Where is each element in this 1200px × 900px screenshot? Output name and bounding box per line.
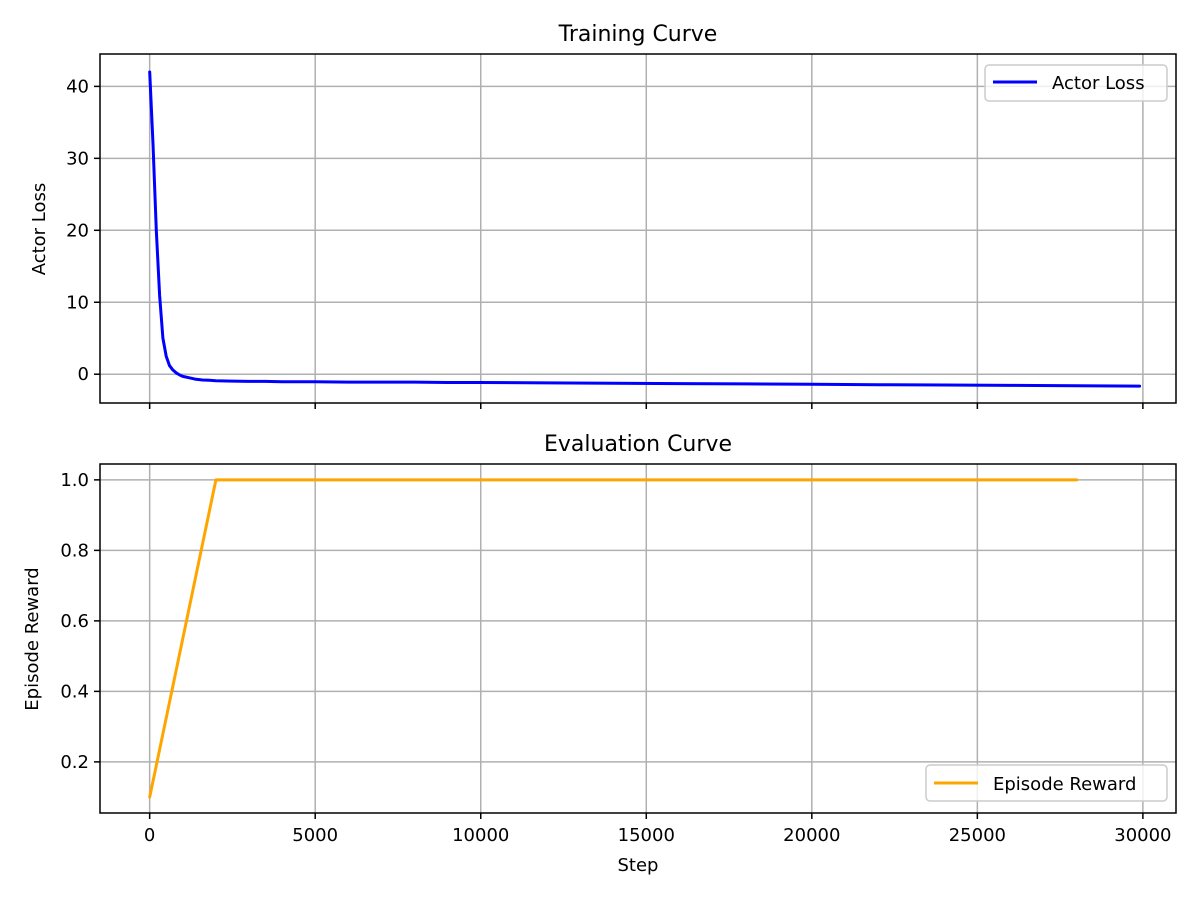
series-line xyxy=(148,478,1079,799)
evaluation-xlabel: Step xyxy=(618,855,659,876)
training-curve-title: Training Curve xyxy=(558,22,718,47)
training-axes-frame xyxy=(99,53,1177,404)
y-tick-label: 0.4 xyxy=(60,681,89,702)
series-line xyxy=(148,70,1142,388)
training-series xyxy=(148,70,1142,388)
evaluation-legend: Episode Reward xyxy=(925,764,1168,802)
evaluation-series xyxy=(148,478,1079,799)
y-tick-label: 30 xyxy=(66,148,89,169)
x-tick-label: 25000 xyxy=(949,825,1006,846)
x-tick-label: 0 xyxy=(144,825,155,846)
evaluation-ylabel: Episode Reward xyxy=(22,567,43,710)
x-tick-label: 5000 xyxy=(292,825,338,846)
y-tick-label: 1.0 xyxy=(60,470,89,491)
evaluation-ticks: 0 5000 10000 15000 20000 25000 30000 0.2 0.4 0.6 0… xyxy=(60,470,1171,846)
training-legend: Actor Loss xyxy=(984,64,1168,102)
evaluation-legend-box xyxy=(925,764,1168,802)
x-tick-label: 20000 xyxy=(783,825,840,846)
training-curve-subplot: Training Curve Actor Loss 0 10 20 30 40 Acto… xyxy=(29,22,1177,409)
y-tick-label: 0.8 xyxy=(60,540,89,561)
training-ticks: 0 10 20 30 40 xyxy=(66,76,1144,409)
x-tick-label: 15000 xyxy=(618,825,675,846)
y-tick-label: 20 xyxy=(66,220,89,241)
evaluation-curve-title: Evaluation Curve xyxy=(544,432,732,457)
y-tick-label: 10 xyxy=(66,292,89,313)
evaluation-legend-label: Episode Reward xyxy=(993,774,1136,795)
y-tick-label: 0.6 xyxy=(60,611,89,632)
training-grid xyxy=(100,54,1176,403)
y-tick-label: 40 xyxy=(66,76,89,97)
training-ylabel: Actor Loss xyxy=(29,183,50,276)
x-tick-label: 10000 xyxy=(452,825,509,846)
evaluation-axes-frame xyxy=(99,463,1177,814)
evaluation-curve-subplot: Evaluation Curve Episode Reward Step 0 50… xyxy=(22,432,1177,876)
training-legend-label: Actor Loss xyxy=(1052,73,1145,94)
x-tick-label: 30000 xyxy=(1114,825,1171,846)
training-legend-box xyxy=(984,64,1168,102)
y-tick-label: 0.2 xyxy=(60,752,89,773)
y-tick-label: 0 xyxy=(78,364,89,385)
